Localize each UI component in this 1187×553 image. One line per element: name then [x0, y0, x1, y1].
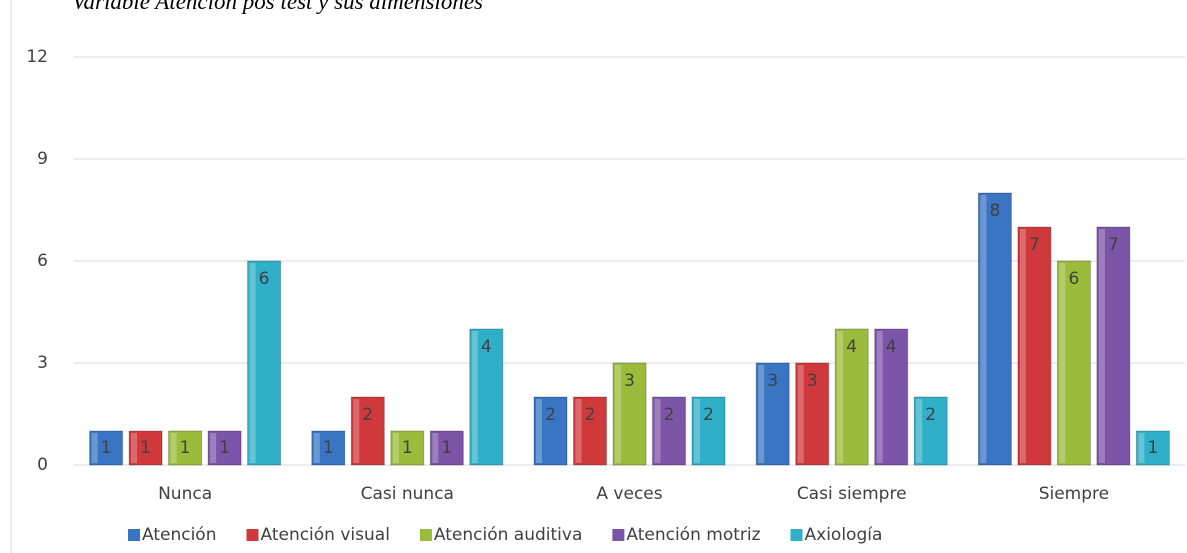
bar	[874, 328, 909, 466]
data-label: 1	[323, 438, 334, 458]
data-label: 4	[846, 337, 857, 357]
data-label: 2	[703, 405, 714, 425]
bar	[612, 362, 647, 466]
data-label: 1	[219, 438, 230, 458]
data-label: 1	[140, 438, 151, 458]
bar	[755, 362, 790, 466]
bar	[311, 430, 346, 466]
bar	[350, 396, 385, 466]
legend-swatch	[128, 529, 140, 541]
y-tick-label: 0	[37, 455, 48, 475]
bar	[977, 192, 1012, 466]
data-label: 2	[362, 405, 373, 425]
legend-label: Axiología	[805, 525, 883, 545]
bar	[834, 328, 869, 466]
legend-swatch	[246, 529, 259, 541]
data-label: 6	[1068, 269, 1079, 289]
data-label: 8	[989, 201, 1000, 221]
bar	[89, 430, 124, 466]
bar	[128, 430, 163, 466]
bar	[652, 396, 686, 466]
data-label: 1	[180, 438, 191, 458]
data-label: 1	[441, 438, 452, 458]
data-label: 1	[402, 438, 413, 458]
x-tick-label: Casi nunca	[361, 484, 454, 504]
x-tick-label: Nunca	[158, 484, 212, 504]
legend-label: Atención	[142, 525, 216, 545]
data-label: 1	[101, 438, 112, 458]
chart-title: Variable Atención pos test y sus dimensi…	[72, 0, 483, 14]
data-label: 2	[664, 405, 675, 425]
bar	[1135, 430, 1170, 466]
legend-label: Atención visual	[260, 525, 389, 545]
y-tick-label: 9	[37, 149, 48, 169]
data-label: 7	[1108, 235, 1119, 255]
data-label: 6	[259, 269, 270, 289]
legend-swatch	[790, 529, 803, 541]
bar	[1017, 226, 1052, 466]
data-label: 3	[624, 371, 635, 391]
bar	[207, 430, 242, 466]
legend-label: Atención auditiva	[434, 525, 582, 545]
y-tick-label: 3	[37, 353, 48, 373]
legend-swatch	[419, 529, 432, 541]
data-label: 4	[886, 337, 897, 357]
data-label: 4	[481, 337, 492, 357]
data-label: 2	[925, 405, 936, 425]
bar	[795, 362, 830, 466]
x-tick-label: Siempre	[1039, 484, 1109, 504]
data-label: 3	[767, 371, 778, 391]
bar	[469, 328, 504, 466]
data-label: 3	[807, 371, 818, 391]
bar	[913, 396, 948, 466]
data-label: 2	[545, 405, 556, 425]
bar	[1056, 260, 1091, 466]
x-tick-label: A veces	[596, 484, 662, 504]
bar	[168, 430, 203, 466]
bar	[1096, 226, 1131, 466]
data-label: 2	[585, 405, 596, 425]
x-tick-label: Casi siempre	[797, 484, 907, 504]
data-label: 7	[1029, 235, 1040, 255]
legend-swatch	[612, 529, 625, 541]
data-label: 1	[1147, 438, 1158, 458]
bar	[691, 396, 726, 466]
bar	[247, 260, 282, 466]
bar	[429, 430, 464, 466]
bar	[573, 396, 607, 466]
bar	[390, 430, 425, 466]
y-tick-label: 12	[26, 47, 48, 67]
legend-label: Atención motriz	[626, 525, 760, 545]
y-tick-label: 6	[37, 251, 48, 271]
bar	[533, 396, 568, 466]
